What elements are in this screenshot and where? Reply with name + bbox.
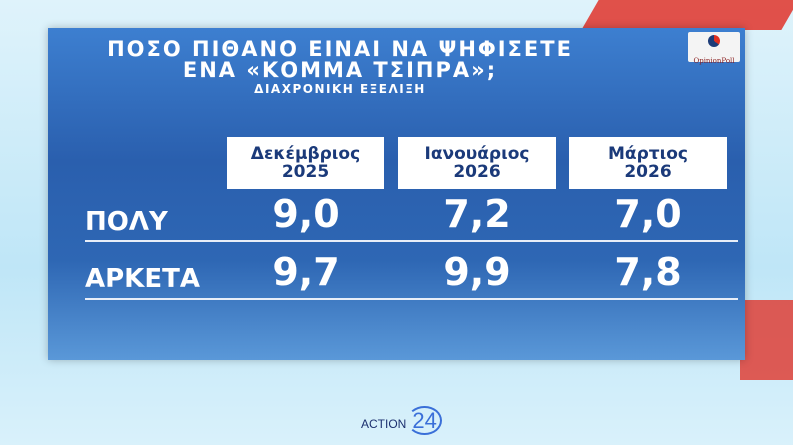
background-red-shape <box>740 300 793 380</box>
pie-icon <box>708 35 720 47</box>
column-header: Μάρτιος 2026 <box>569 137 727 189</box>
title-line-2: ΕΝΑ «ΚΟΜΜΑ ΤΣΙΠΡΑ»; <box>182 58 498 82</box>
column-header: Ιανουάριος 2026 <box>398 137 556 189</box>
poll-panel <box>48 28 745 360</box>
cell-value: 7,0 <box>614 192 682 236</box>
channel-logo: ACTION 24 <box>361 406 442 435</box>
cell-value: 7,2 <box>443 192 511 236</box>
row-divider <box>85 240 738 242</box>
cell-value: 9,7 <box>272 250 340 294</box>
row-label: ΠΟΛΥ <box>85 207 168 237</box>
cell-value: 9,0 <box>272 192 340 236</box>
title-line-1: ΠΟΣΟ ΠΙΘΑΝΟ ΕΙΝΑΙ ΝΑ ΨΗΦΙΣΕΤΕ <box>107 37 573 61</box>
column-header: Δεκέμβριος 2025 <box>227 137 384 189</box>
cell-value: 7,8 <box>614 250 682 294</box>
subtitle: ΔΙΑΧΡΟΝΙΚΗ ΕΞΕΛΙΞΗ <box>254 82 426 96</box>
background-red-shape <box>581 0 793 30</box>
cell-value: 9,9 <box>443 250 511 294</box>
opinionpoll-logo: OpinionPoll <box>688 32 740 65</box>
row-divider <box>85 298 738 300</box>
row-label: ΑΡΚΕΤΑ <box>85 264 200 294</box>
